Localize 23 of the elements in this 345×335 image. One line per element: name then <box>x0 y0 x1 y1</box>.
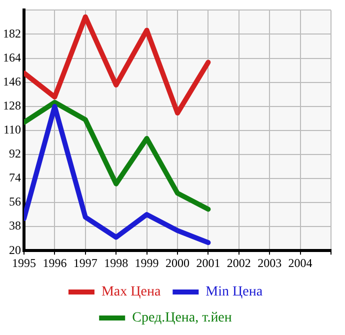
x-tick-label: 2003 <box>258 256 282 270</box>
y-tick-label: 38 <box>9 218 21 233</box>
y-tick-label: 110 <box>3 122 21 137</box>
y-tick-label: 56 <box>9 194 21 209</box>
legend-label: Сред.Цена, т.йен <box>132 310 232 326</box>
x-tick-label: 2001 <box>196 256 220 270</box>
x-tick-label: 2004 <box>288 256 312 270</box>
x-tick-label: 2000 <box>166 256 190 270</box>
x-tick-label: 1995 <box>12 256 36 270</box>
legend-label: Min Цена <box>206 284 264 300</box>
x-tick-label: 1996 <box>42 256 67 270</box>
y-tick-label: 128 <box>3 98 21 113</box>
x-tick-label: 1998 <box>104 256 128 270</box>
y-tick-label: 182 <box>3 26 21 40</box>
x-tick-label: 2002 <box>226 256 251 270</box>
legend-label: Max Цена <box>101 284 162 300</box>
y-tick-label: 146 <box>3 74 21 88</box>
x-tick-label: 1999 <box>134 256 159 270</box>
y-tick-label: 92 <box>9 146 21 161</box>
y-tick-label: 74 <box>9 170 21 185</box>
y-tick-label: 20 <box>9 242 21 257</box>
y-tick-label: 164 <box>3 50 21 64</box>
x-tick-label: 1997 <box>73 256 98 270</box>
